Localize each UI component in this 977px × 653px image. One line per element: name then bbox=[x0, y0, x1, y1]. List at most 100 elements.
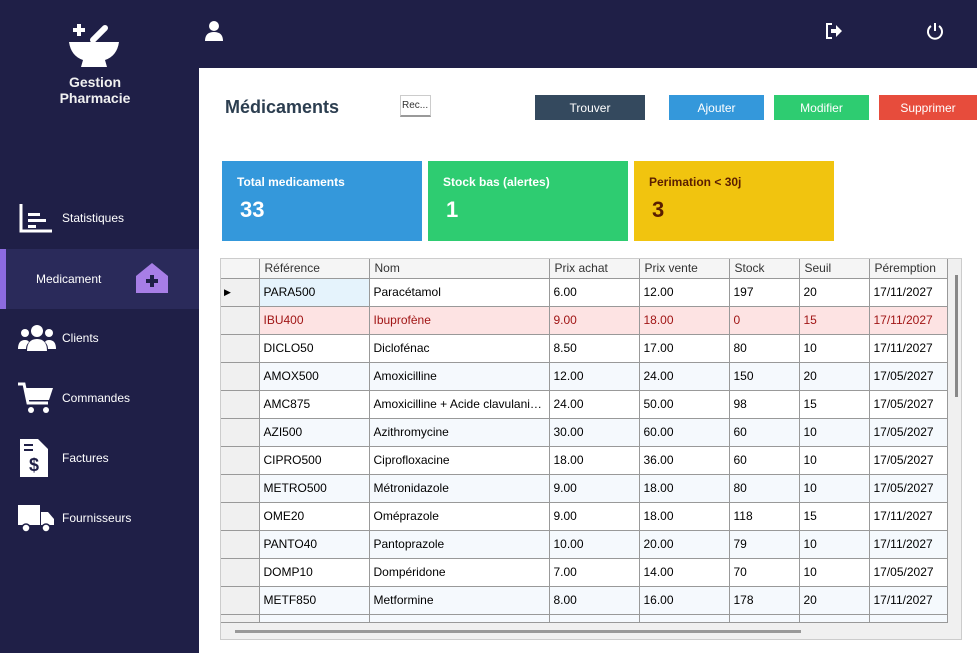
table-cell[interactable]: METRO500 bbox=[259, 474, 370, 503]
table-cell[interactable]: 12.00 bbox=[639, 278, 730, 307]
table-cell[interactable]: Diclofénac bbox=[369, 334, 550, 363]
table-cell[interactable]: IBU400 bbox=[259, 306, 370, 335]
table-cell[interactable]: 17/05/2027 bbox=[869, 362, 948, 391]
table-cell[interactable]: 8.00 bbox=[549, 586, 640, 615]
table-cell[interactable]: Metformine bbox=[369, 586, 550, 615]
table-cell[interactable]: 79 bbox=[729, 530, 800, 559]
user-icon[interactable] bbox=[205, 21, 223, 46]
table-cell[interactable]: 10 bbox=[799, 418, 870, 447]
table-cell[interactable]: 6.00 bbox=[549, 278, 640, 307]
row-header[interactable] bbox=[221, 474, 260, 503]
table-cell[interactable]: 30.00 bbox=[549, 418, 640, 447]
column-header[interactable]: Nom bbox=[369, 259, 550, 279]
row-header[interactable] bbox=[221, 334, 260, 363]
table-cell[interactable]: DOMP10 bbox=[259, 558, 370, 587]
table-cell[interactable]: 17/05/2027 bbox=[869, 474, 948, 503]
table-cell[interactable]: 24.00 bbox=[639, 362, 730, 391]
find-button[interactable]: Trouver bbox=[535, 95, 645, 120]
sidebar-item-fournisseurs[interactable]: Fournisseurs bbox=[0, 488, 199, 548]
table-cell[interactable]: PANTO40 bbox=[259, 530, 370, 559]
add-button[interactable]: Ajouter bbox=[669, 95, 764, 120]
table-row[interactable]: DOMP10 Dompéridone 7.00 14.00 70 10 17/05/2027 bbox=[221, 558, 948, 587]
table-cell[interactable]: 18.00 bbox=[639, 306, 730, 335]
sidebar-item-commandes[interactable]: Commandes bbox=[0, 368, 199, 428]
table-cell[interactable]: 17/11/2027 bbox=[869, 306, 948, 335]
edit-button[interactable]: Modifier bbox=[774, 95, 869, 120]
row-header[interactable] bbox=[221, 390, 260, 419]
column-header[interactable]: Référence bbox=[259, 259, 370, 279]
table-cell[interactable]: 17/11/2027 bbox=[869, 334, 948, 363]
table-cell[interactable]: 98 bbox=[729, 390, 800, 419]
column-header[interactable]: Prix achat bbox=[549, 259, 640, 279]
column-header[interactable]: Seuil bbox=[799, 259, 870, 279]
table-cell[interactable] bbox=[221, 614, 260, 623]
table-cell[interactable] bbox=[639, 614, 730, 623]
table-cell[interactable]: AMOX500 bbox=[259, 362, 370, 391]
table-cell[interactable]: 20 bbox=[799, 586, 870, 615]
table-cell[interactable]: DICLO50 bbox=[259, 334, 370, 363]
table-cell[interactable]: 17/05/2027 bbox=[869, 418, 948, 447]
table-cell[interactable]: 10 bbox=[799, 530, 870, 559]
row-header[interactable] bbox=[221, 530, 260, 559]
table-cell[interactable]: 18.00 bbox=[639, 502, 730, 531]
table-cell[interactable]: CIPRO500 bbox=[259, 446, 370, 475]
table-cell[interactable] bbox=[369, 614, 550, 623]
table-cell[interactable]: Oméprazole bbox=[369, 502, 550, 531]
table-cell[interactable]: 7.00 bbox=[549, 558, 640, 587]
table-row[interactable]: DICLO50 Diclofénac 8.50 17.00 80 10 17/11/2027 bbox=[221, 334, 948, 363]
table-cell[interactable] bbox=[259, 614, 370, 623]
table-cell[interactable]: 10 bbox=[799, 474, 870, 503]
table-cell[interactable]: PARA500 bbox=[259, 278, 370, 307]
table-cell[interactable]: 10 bbox=[799, 334, 870, 363]
row-header[interactable]: ▶ bbox=[221, 278, 260, 307]
table-cell[interactable]: 197 bbox=[729, 278, 800, 307]
table-cell[interactable]: 118 bbox=[729, 502, 800, 531]
table-cell[interactable]: METF850 bbox=[259, 586, 370, 615]
table-cell[interactable] bbox=[799, 614, 870, 623]
table-cell[interactable]: 24.00 bbox=[549, 390, 640, 419]
table-cell[interactable] bbox=[869, 614, 948, 623]
table-row[interactable]: ▶ PARA500 Paracétamol 6.00 12.00 197 20 17/11/2… bbox=[221, 278, 948, 307]
table-row[interactable]: AMOX500 Amoxicilline 12.00 24.00 150 20 17/05/… bbox=[221, 362, 948, 391]
table-row[interactable]: OME20 Oméprazole 9.00 18.00 118 15 17/11/2027 bbox=[221, 502, 948, 531]
power-icon[interactable] bbox=[926, 22, 944, 45]
table-cell[interactable]: 9.00 bbox=[549, 306, 640, 335]
table-cell[interactable]: 17/11/2027 bbox=[869, 278, 948, 307]
table-cell[interactable]: Paracétamol bbox=[369, 278, 550, 307]
row-header[interactable] bbox=[221, 306, 260, 335]
horizontal-scrollbar[interactable] bbox=[235, 630, 801, 633]
table-row[interactable]: IBU400 Ibuprofène 9.00 18.00 0 15 17/11/2027 bbox=[221, 306, 948, 335]
table-cell[interactable]: 20 bbox=[799, 362, 870, 391]
logout-icon[interactable] bbox=[825, 23, 843, 44]
table-cell[interactable]: 8.50 bbox=[549, 334, 640, 363]
sidebar-item-statistiques[interactable]: Statistiques bbox=[0, 188, 199, 248]
table-cell[interactable] bbox=[549, 614, 640, 623]
table-cell[interactable]: 60 bbox=[729, 446, 800, 475]
column-header[interactable]: Péremption bbox=[869, 259, 948, 279]
table-row[interactable]: CIPRO500 Ciprofloxacine 18.00 36.00 60 10 17/0… bbox=[221, 446, 948, 475]
table-cell[interactable]: 14.00 bbox=[639, 558, 730, 587]
table-cell[interactable] bbox=[729, 614, 800, 623]
table-cell[interactable]: Métronidazole bbox=[369, 474, 550, 503]
row-header[interactable] bbox=[221, 418, 260, 447]
table-cell[interactable]: 150 bbox=[729, 362, 800, 391]
table-cell[interactable]: 178 bbox=[729, 586, 800, 615]
table-cell[interactable]: 17/05/2027 bbox=[869, 558, 948, 587]
table-cell[interactable]: 10.00 bbox=[549, 530, 640, 559]
table-cell[interactable]: 60.00 bbox=[639, 418, 730, 447]
table-cell[interactable]: 18.00 bbox=[639, 474, 730, 503]
table-cell[interactable]: 9.00 bbox=[549, 474, 640, 503]
table-cell[interactable]: AZI500 bbox=[259, 418, 370, 447]
table-cell[interactable]: 17/11/2027 bbox=[869, 502, 948, 531]
sidebar-item-factures[interactable]: $ Factures bbox=[0, 428, 199, 488]
table-cell[interactable]: Ciprofloxacine bbox=[369, 446, 550, 475]
table-cell[interactable]: 17/05/2027 bbox=[869, 390, 948, 419]
table-cell[interactable]: Amoxicilline bbox=[369, 362, 550, 391]
table-cell[interactable]: 17/05/2027 bbox=[869, 446, 948, 475]
table-cell[interactable]: 9.00 bbox=[549, 502, 640, 531]
table-row[interactable]: AMC875 Amoxicilline + Acide clavulanique 2… bbox=[221, 390, 948, 419]
search-input[interactable]: Rec... bbox=[400, 95, 431, 117]
table-cell[interactable]: 10 bbox=[799, 558, 870, 587]
column-header[interactable]: Prix vente bbox=[639, 259, 730, 279]
table-cell[interactable]: Amoxicilline + Acide clavulanique bbox=[369, 390, 550, 419]
